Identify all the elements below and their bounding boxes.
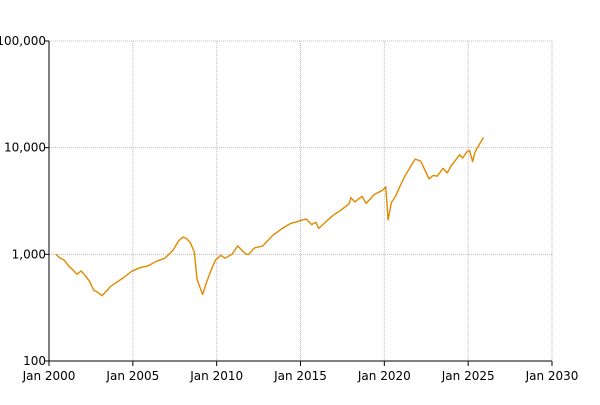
y-tick-labels: 100 1,000 10,000 100,000 (0, 34, 46, 368)
x-tick-label: Jan 2000 (22, 369, 76, 383)
x-tick-label: Jan 2030 (525, 369, 579, 383)
y-tick-label: 100,000 (0, 34, 46, 48)
x-tick-label: Jan 2005 (105, 369, 159, 383)
y-tick-label: 100 (23, 354, 46, 368)
gridlines (49, 40, 553, 361)
y-tick-label: 1,000 (12, 247, 46, 261)
axes (44, 40, 553, 366)
x-tick-label: Jan 2025 (441, 369, 495, 383)
series-line (55, 136, 485, 297)
y-tick-label: 10,000 (4, 141, 46, 155)
x-tick-labels: Jan 2000 Jan 2005 Jan 2010 Jan 2015 Jan 2020… (22, 369, 579, 383)
series-layer (55, 136, 485, 297)
x-tick-label: Jan 2010 (189, 369, 243, 383)
x-tick-label: Jan 2015 (273, 369, 327, 383)
x-tick-label: Jan 2020 (357, 369, 411, 383)
